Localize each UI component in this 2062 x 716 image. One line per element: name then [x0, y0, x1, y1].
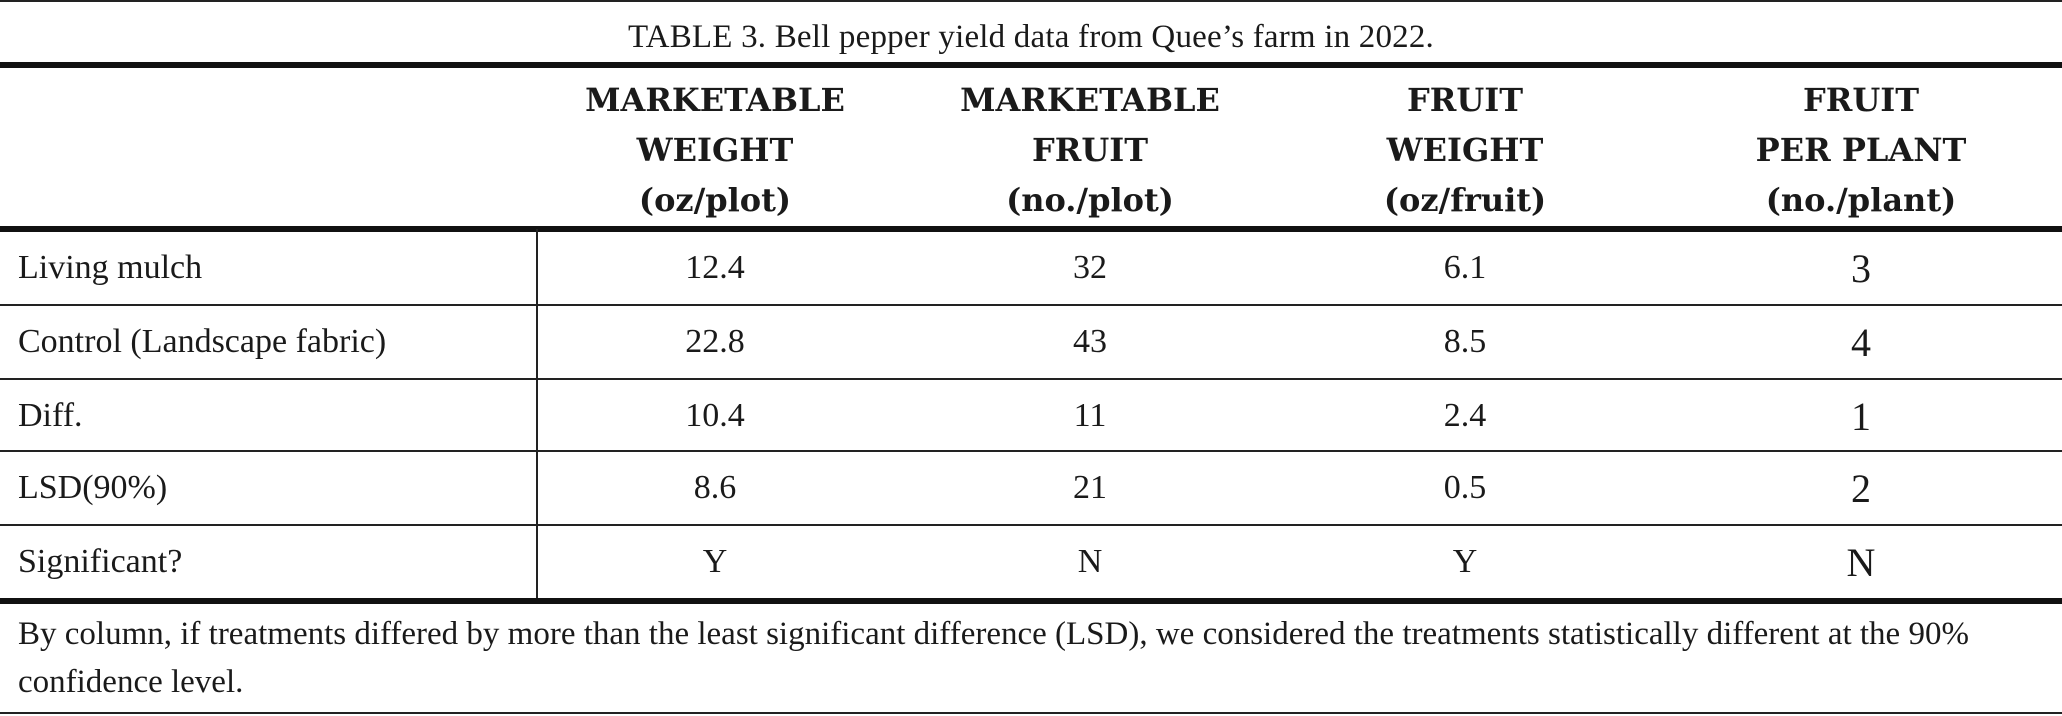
cell-value: 6.1 [1443, 249, 1487, 286]
header-unit: (oz/plot) [638, 181, 792, 219]
cell-value: 21 [1073, 469, 1107, 506]
row-divider [0, 524, 2062, 526]
cell-value: Y [702, 543, 728, 580]
header-unit: (no./plant) [1765, 181, 1957, 219]
cell-value: 0.5 [1443, 469, 1487, 506]
cell-value: 43 [1073, 323, 1107, 360]
header-line: MARKETABLE [585, 81, 845, 119]
header-line: FRUIT [1032, 131, 1148, 169]
cell-value: 11 [1073, 397, 1107, 434]
cell-value: 10.4 [685, 397, 745, 434]
header-unit: (no./plot) [1006, 181, 1174, 219]
header-unit: (oz/fruit) [1383, 181, 1547, 219]
header-marketable-weight: MARKETABLE WEIGHT (oz/plot) [540, 76, 890, 224]
row-label: Control (Landscape fabric) [18, 323, 387, 360]
cell-value: 32 [1073, 249, 1107, 286]
header-fruit-weight: FRUIT WEIGHT (oz/fruit) [1280, 76, 1650, 224]
cell-value: 8.6 [693, 469, 737, 506]
table-row: Living mulch 12.4 32 6.1 3 [0, 232, 2062, 304]
top-rule [0, 0, 2062, 2]
label-column-divider [536, 229, 538, 599]
cell-value: 3 [1851, 245, 1871, 291]
header-line: PER PLANT [1755, 131, 1967, 169]
cell-value: 2 [1851, 465, 1871, 511]
table-bottom-rule [0, 598, 2062, 604]
table-caption: TABLE 3. Bell pepper yield data from Que… [627, 19, 1435, 55]
cell-value: 12.4 [685, 249, 745, 286]
table-row: Significant? Y N Y N [0, 526, 2062, 598]
row-divider [0, 450, 2062, 452]
cell-value: 4 [1851, 319, 1871, 365]
row-label: Living mulch [18, 249, 203, 286]
header-line: FRUIT [1407, 81, 1523, 119]
row-divider [0, 378, 2062, 380]
header-line: MARKETABLE [960, 81, 1220, 119]
header-line: WEIGHT [1386, 131, 1544, 169]
header-line: FRUIT [1803, 81, 1919, 119]
table-row: Diff. 10.4 11 2.4 1 [0, 380, 2062, 452]
header-top-rule [0, 62, 2062, 68]
cell-value: Y [1452, 543, 1478, 580]
cell-value: 22.8 [685, 323, 745, 360]
header-bottom-rule [0, 226, 2062, 232]
table-row: LSD(90%) 8.6 21 0.5 2 [0, 452, 2062, 524]
row-divider [0, 304, 2062, 306]
table-row: Control (Landscape fabric) 22.8 43 8.5 4 [0, 306, 2062, 378]
header-fruit-per-plant: FRUIT PER PLANT (no./plant) [1660, 76, 2062, 224]
header-marketable-fruit: MARKETABLE FRUIT (no./plot) [900, 76, 1280, 224]
row-label: Diff. [18, 397, 83, 434]
cell-value: 1 [1851, 393, 1871, 439]
bottom-rule [0, 712, 2062, 714]
row-label: LSD(90%) [18, 469, 168, 506]
cell-value: N [1846, 539, 1876, 585]
cell-value: N [1077, 543, 1103, 580]
cell-value: 2.4 [1443, 397, 1487, 434]
row-label: Significant? [18, 543, 183, 580]
table-footnote: By column, if treatments differed by mor… [18, 616, 1969, 700]
header-line: WEIGHT [636, 131, 794, 169]
cell-value: 8.5 [1443, 323, 1487, 360]
